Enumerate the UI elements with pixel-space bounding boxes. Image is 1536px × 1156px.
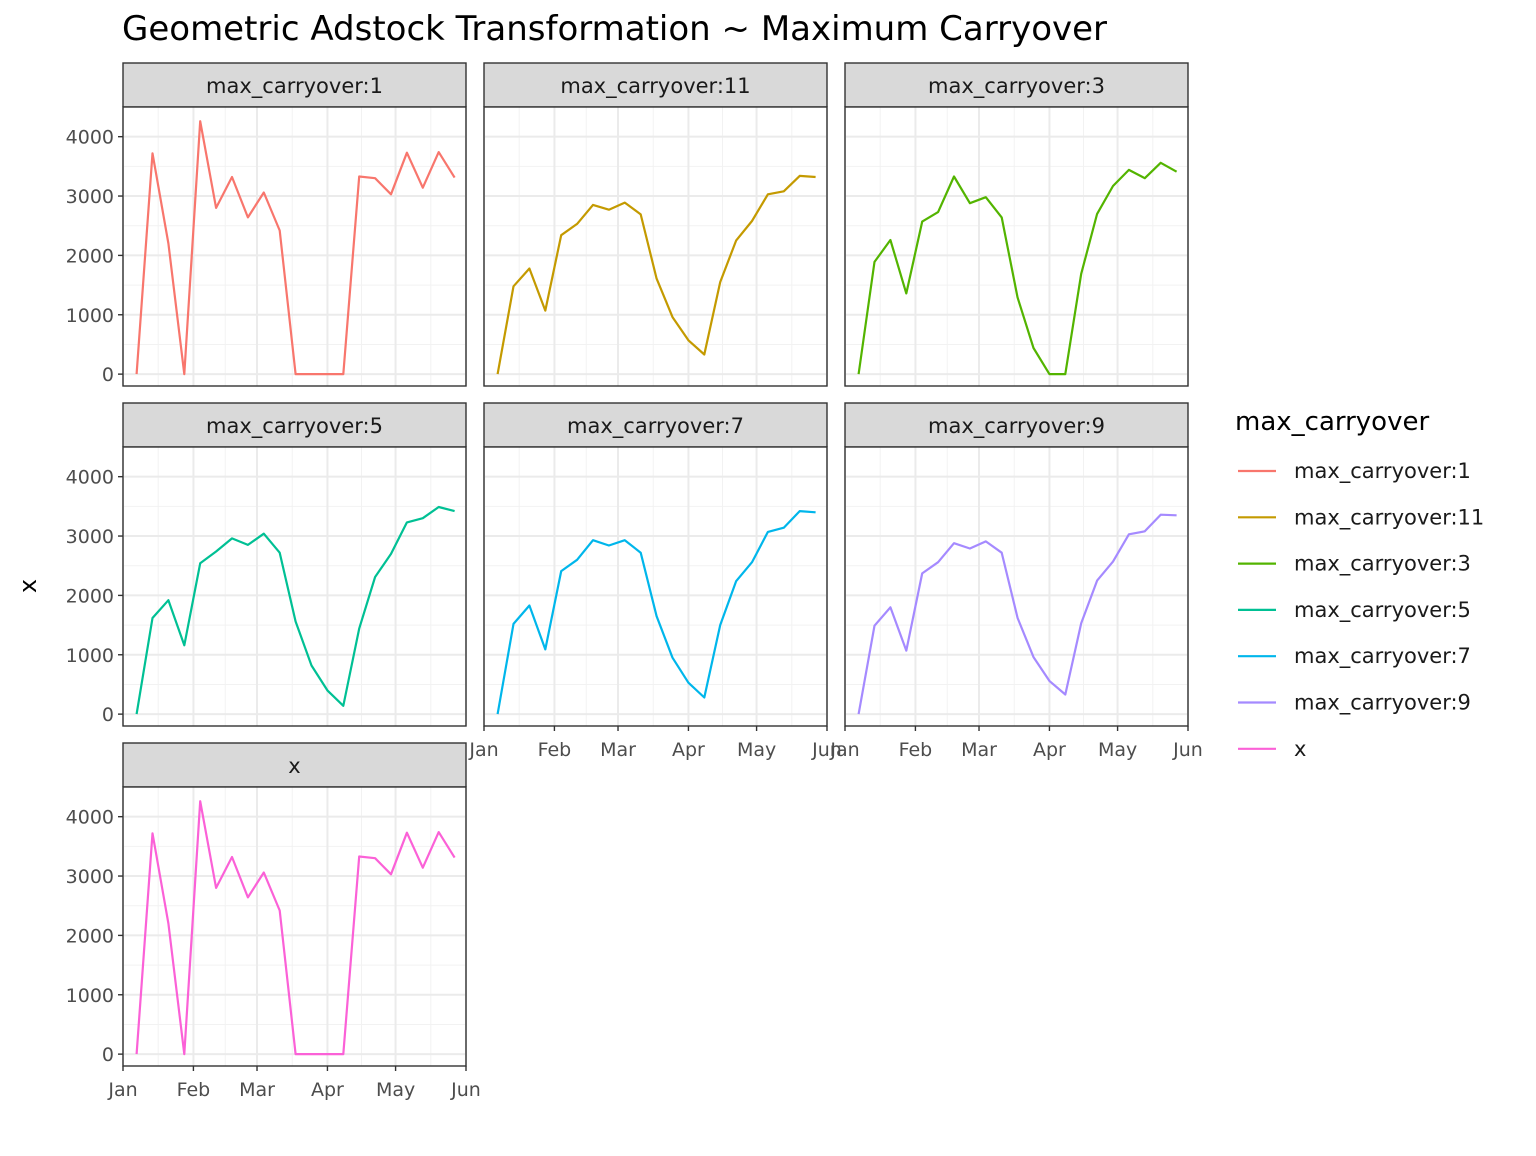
panel-background xyxy=(845,447,1188,726)
facet-panel-max-carryover-9: max_carryover:9 Jan Feb Mar Apr May Jun xyxy=(829,402,1203,761)
x-tick-label: Feb xyxy=(899,739,933,761)
facet-panel-x: x 0 1000 2000 3000 4000 Jan Feb Mar Apr May Jun xyxy=(66,742,481,1101)
facet-strip xyxy=(122,402,467,448)
facet-strip xyxy=(122,742,467,788)
facet-strip-label: max_carryover:7 xyxy=(567,414,744,439)
panel-background xyxy=(845,107,1188,386)
facet-panel-max-carryover-3: max_carryover:3 xyxy=(844,62,1189,387)
chart-title: Geometric Adstock Transformation ~ Maxim… xyxy=(122,9,1107,49)
y-tick-label: 3000 xyxy=(66,866,114,888)
facet-strip xyxy=(122,62,467,108)
facet-strip xyxy=(844,62,1189,108)
x-tick-label: Feb xyxy=(538,739,572,761)
facet-strip-label: max_carryover:3 xyxy=(928,74,1105,99)
panel-background xyxy=(484,107,827,386)
x-tick-label: Jun xyxy=(1172,739,1203,761)
series-line-max-carryover-9 xyxy=(857,513,1177,715)
y-tick-label: 0 xyxy=(102,1044,114,1066)
legend-label: max_carryover:11 xyxy=(1294,505,1484,530)
x-tick-label: May xyxy=(376,1079,415,1101)
x-tick-label: Apr xyxy=(311,1079,344,1101)
panel-background xyxy=(123,447,466,726)
facet-strip-label: max_carryover:11 xyxy=(560,74,750,99)
series-line-max-carryover-3 xyxy=(857,161,1178,376)
x-tick-label: Mar xyxy=(600,739,636,761)
facet-panels: max_carryover:101000200030004000max_carr… xyxy=(66,62,1203,1101)
x-tick-label: Jun xyxy=(811,739,842,761)
y-axis-label: x xyxy=(14,579,42,593)
series-line-max-carryover-5 xyxy=(135,505,455,715)
legend-item-max-carryover-1: max_carryover:1 xyxy=(1238,459,1471,484)
facet-strip-label: x xyxy=(288,754,300,778)
legend-label: max_carryover:9 xyxy=(1294,691,1471,716)
legend-item-max-carryover-11: max_carryover:11 xyxy=(1238,505,1484,530)
facet-strip-label: max_carryover:1 xyxy=(206,74,383,99)
facet-strip xyxy=(483,402,828,448)
y-tick-label: 3000 xyxy=(66,186,114,208)
facet-panel-max-carryover-11: max_carryover:11 xyxy=(483,62,828,387)
y-tick-label: 0 xyxy=(102,704,114,726)
legend-title: max_carryover xyxy=(1235,407,1429,437)
legend-item-max-carryover-7: max_carryover:7 xyxy=(1238,644,1471,669)
legend-label: x xyxy=(1294,737,1306,761)
y-tick-label: 2000 xyxy=(66,585,114,607)
panel-border xyxy=(483,446,828,727)
y-tick-label: 3000 xyxy=(66,526,114,548)
y-tick-label: 4000 xyxy=(66,807,114,829)
panel-border xyxy=(844,446,1189,727)
facet-strip-label: max_carryover:9 xyxy=(928,414,1105,439)
y-tick-label: 1000 xyxy=(66,985,114,1007)
y-tick-label: 2000 xyxy=(66,925,114,947)
x-tick-label: Feb xyxy=(177,1079,211,1101)
x-tick-label: Jan xyxy=(468,739,498,761)
x-tick-label: Mar xyxy=(239,1079,275,1101)
x-tick-label: Apr xyxy=(672,739,705,761)
panel-background xyxy=(484,447,827,726)
legend-label: max_carryover:1 xyxy=(1294,459,1471,484)
y-tick-label: 2000 xyxy=(66,245,114,267)
facet-panel-max-carryover-5: max_carryover:5 0 1000 2000 3000 4000 xyxy=(66,402,467,727)
x-tick-label: Apr xyxy=(1033,739,1066,761)
series-line-max-carryover-7 xyxy=(496,510,816,715)
facet-strip-label: max_carryover:5 xyxy=(206,414,383,439)
series-line-max-carryover-1 xyxy=(135,120,456,376)
y-tick-label: 0 xyxy=(102,364,114,386)
panel-border xyxy=(844,106,1189,387)
facet-panel-max-carryover-1: max_carryover:1 0 1000 2000 3000 4000 xyxy=(66,62,467,387)
series-line-x xyxy=(135,800,456,1056)
legend-label: max_carryover:3 xyxy=(1294,552,1471,577)
panel-border xyxy=(122,446,467,727)
x-tick-label: Mar xyxy=(961,739,997,761)
x-tick-label: May xyxy=(1098,739,1137,761)
y-tick-label: 4000 xyxy=(66,467,114,489)
y-tick-label: 1000 xyxy=(66,305,114,327)
panel-border xyxy=(483,106,828,387)
legend-item-max-carryover-3: max_carryover:3 xyxy=(1238,552,1471,577)
y-tick-label: 1000 xyxy=(66,645,114,667)
legend-item-x: x xyxy=(1238,737,1306,761)
legend: max_carryover max_carryover:1 max_carryov… xyxy=(1235,407,1484,761)
legend-label: max_carryover:7 xyxy=(1294,644,1471,669)
x-tick-label: May xyxy=(737,739,776,761)
panel-border xyxy=(122,786,467,1067)
legend-item-max-carryover-9: max_carryover:9 xyxy=(1238,691,1471,716)
legend-item-max-carryover-5: max_carryover:5 xyxy=(1238,598,1471,623)
x-tick-label: Jan xyxy=(107,1079,137,1101)
panel-border xyxy=(122,106,467,387)
x-tick-label: Jun xyxy=(450,1079,481,1101)
legend-label: max_carryover:5 xyxy=(1294,598,1471,623)
facet-panel-max-carryover-7: max_carryover:7 Jan Feb Mar Apr May Jun xyxy=(468,402,842,761)
y-tick-label: 4000 xyxy=(66,127,114,149)
x-tick-label: Jan xyxy=(829,739,859,761)
facet-strip xyxy=(844,402,1189,448)
series-line-max-carryover-11 xyxy=(496,174,816,375)
